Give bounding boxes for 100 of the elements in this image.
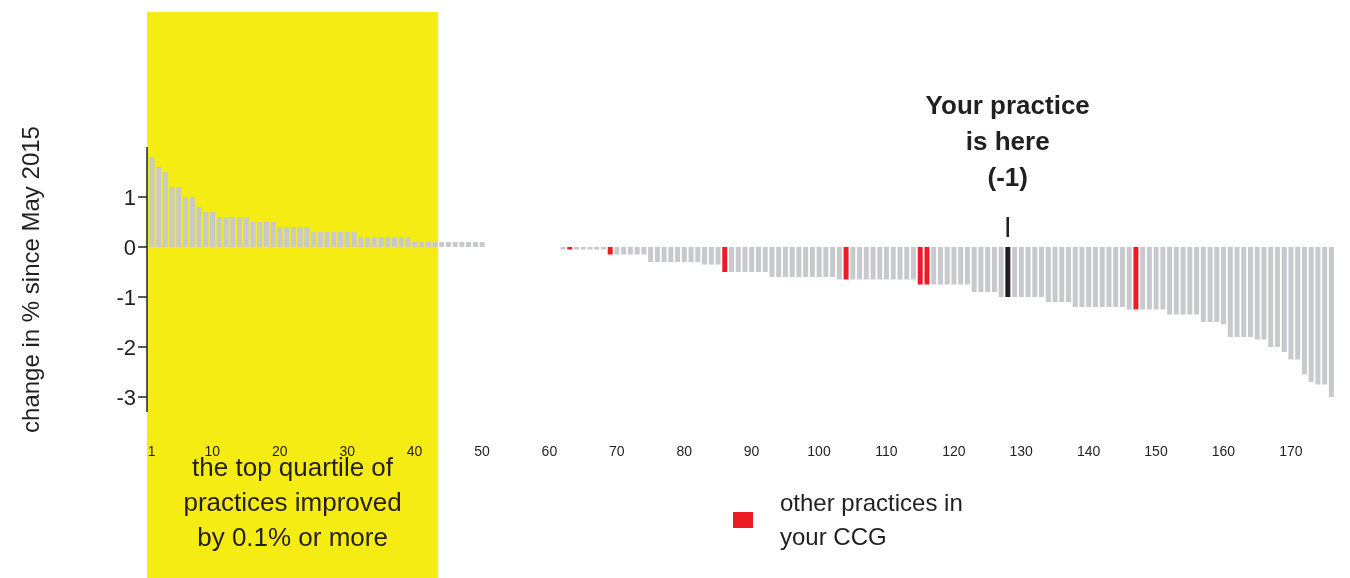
bar xyxy=(162,172,168,247)
bar xyxy=(614,247,620,255)
bar xyxy=(365,237,371,247)
bar xyxy=(702,247,708,265)
bar xyxy=(466,242,472,247)
bar xyxy=(1328,247,1334,397)
y-tick-label: -2 xyxy=(116,334,136,360)
bar xyxy=(418,242,424,247)
y-tick-label: -1 xyxy=(116,284,136,310)
bar xyxy=(257,222,263,247)
bar xyxy=(1227,247,1233,337)
bar xyxy=(183,197,189,247)
bar xyxy=(149,157,155,247)
bar xyxy=(1066,247,1072,302)
legend-label: other practices in your CCG xyxy=(780,488,964,552)
x-tick-label: 40 xyxy=(406,442,423,459)
bar xyxy=(1274,247,1280,347)
x-tick-label: 60 xyxy=(541,442,558,459)
bar xyxy=(290,227,296,247)
bar xyxy=(627,247,633,255)
bar xyxy=(594,247,600,250)
bar xyxy=(1045,247,1051,302)
bar xyxy=(445,242,451,247)
bar xyxy=(809,247,815,277)
bar xyxy=(836,247,842,280)
bar xyxy=(600,247,606,250)
bar xyxy=(890,247,896,280)
bar xyxy=(729,247,734,272)
bar xyxy=(371,237,377,247)
bar xyxy=(284,227,290,247)
bar xyxy=(1200,247,1206,322)
bar xyxy=(412,242,418,247)
bar xyxy=(991,247,997,292)
bar xyxy=(621,247,627,255)
bar xyxy=(236,217,242,247)
bar xyxy=(722,247,728,272)
bar xyxy=(1119,247,1125,307)
bar xyxy=(607,247,613,255)
bar xyxy=(681,247,687,262)
bar xyxy=(1039,247,1045,297)
x-tick-label: 130 xyxy=(1009,442,1034,459)
bar xyxy=(338,232,344,247)
bar xyxy=(998,247,1004,297)
bar xyxy=(843,247,849,280)
bar xyxy=(1092,247,1098,307)
x-tick-label: 120 xyxy=(942,442,966,459)
bar xyxy=(1221,247,1227,325)
bar xyxy=(884,247,890,280)
x-tick-label: 170 xyxy=(1279,442,1303,459)
bar xyxy=(189,197,195,247)
bar xyxy=(1113,247,1119,307)
bar xyxy=(472,242,478,247)
bar xyxy=(567,247,573,250)
y-tick-label: 0 xyxy=(123,234,136,260)
bar xyxy=(439,242,445,247)
bar xyxy=(479,242,485,247)
bar xyxy=(1012,247,1018,297)
x-tick-label: 100 xyxy=(807,442,831,459)
x-tick-label: 50 xyxy=(474,442,490,459)
x-tick-label: 90 xyxy=(743,442,760,459)
bar xyxy=(1086,247,1092,307)
bar xyxy=(230,217,236,247)
bar xyxy=(675,247,681,262)
bar xyxy=(1005,247,1011,297)
bar xyxy=(210,212,215,247)
bar xyxy=(1167,247,1173,315)
bar xyxy=(1126,247,1132,310)
x-tick-label: 160 xyxy=(1211,442,1236,459)
bar xyxy=(776,247,782,277)
bar xyxy=(263,222,269,247)
x-tick-label: 150 xyxy=(1144,442,1168,459)
bar xyxy=(958,247,964,285)
bar xyxy=(1301,247,1307,375)
bar xyxy=(1322,247,1328,385)
bar xyxy=(803,247,809,277)
bar xyxy=(573,247,579,250)
bar xyxy=(910,247,916,280)
x-tick-label: 80 xyxy=(676,442,693,459)
x-tick-label: 110 xyxy=(875,442,898,459)
bar xyxy=(654,247,660,262)
bar xyxy=(1018,247,1024,297)
bar xyxy=(1194,247,1200,315)
bar xyxy=(1133,247,1139,310)
x-tick-label: 140 xyxy=(1076,442,1101,459)
bar xyxy=(937,247,943,285)
bar xyxy=(964,247,970,285)
bar xyxy=(1248,247,1253,337)
bar xyxy=(708,247,714,265)
x-tick-label: 20 xyxy=(271,442,288,459)
bar xyxy=(985,247,991,292)
bar xyxy=(749,247,755,272)
bar xyxy=(317,232,323,247)
bar xyxy=(1140,247,1146,310)
bar xyxy=(156,167,162,247)
y-axis-title: change in % since May 2015 xyxy=(16,126,44,433)
bar xyxy=(1268,247,1274,347)
bar xyxy=(392,237,397,247)
bar xyxy=(311,232,317,247)
bar xyxy=(755,247,761,272)
bar xyxy=(857,247,863,280)
